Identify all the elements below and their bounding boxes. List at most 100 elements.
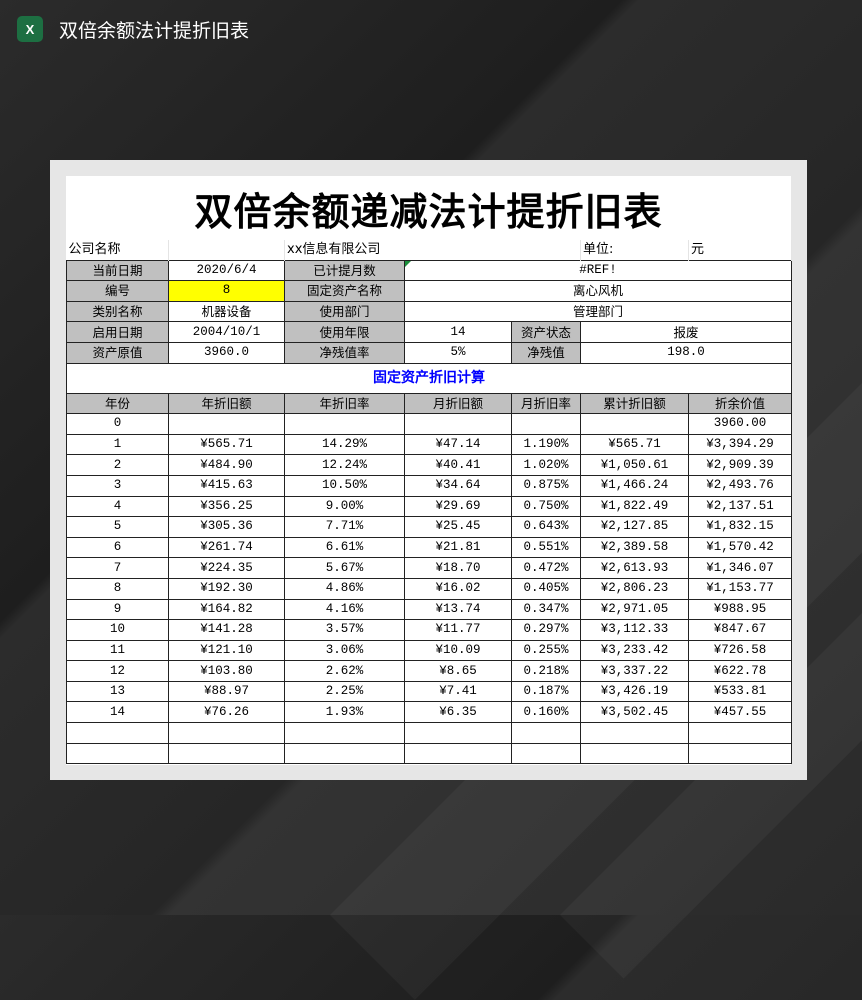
cell-monthly-rate[interactable]: 0.643% (510, 516, 582, 538)
cell-annual-depreciation[interactable]: ¥164.82 (168, 598, 285, 621)
cell-net-book-value[interactable]: 3960.00 (688, 413, 793, 435)
cell-annual-depreciation[interactable]: ¥103.80 (168, 660, 285, 682)
company-label[interactable]: 公司名称 (66, 240, 169, 261)
cell-accumulated-depreciation[interactable]: ¥2,127.85 (580, 516, 690, 538)
cell-annual-depreciation[interactable]: ¥565.71 (168, 433, 285, 456)
cell-accumulated-depreciation[interactable] (580, 742, 690, 765)
start-date-value[interactable]: 2004/10/1 (168, 321, 285, 343)
cell-monthly-depreciation[interactable]: ¥6.35 (404, 701, 512, 724)
column-header-annual-depreciation[interactable]: 年折旧额 (168, 392, 285, 415)
column-header-annual-rate[interactable]: 年折旧率 (284, 392, 405, 415)
unit-value[interactable]: 元 (688, 240, 793, 261)
life-value[interactable]: 14 (404, 321, 512, 343)
cell-annual-depreciation[interactable] (168, 722, 285, 744)
cell-annual-depreciation[interactable]: ¥192.30 (168, 577, 285, 600)
cell-monthly-rate[interactable]: 0.472% (510, 557, 582, 579)
cell-accumulated-depreciation[interactable]: ¥1,466.24 (580, 474, 690, 497)
cell-annual-depreciation[interactable]: ¥224.35 (168, 557, 285, 579)
cell-year[interactable]: 4 (66, 495, 169, 518)
cell-accumulated-depreciation[interactable]: ¥3,337.22 (580, 660, 690, 682)
cell-monthly-rate[interactable]: 1.190% (510, 433, 582, 456)
cell-net-book-value[interactable]: ¥988.95 (688, 598, 793, 621)
cell-annual-rate[interactable]: 14.29% (284, 433, 405, 456)
department-value[interactable]: 管理部门 (403, 300, 793, 323)
original-value-label[interactable]: 资产原值 (66, 341, 169, 364)
cell-annual-depreciation[interactable]: ¥356.25 (168, 495, 285, 518)
cell-year[interactable]: 13 (66, 680, 169, 703)
cell-year[interactable]: 0 (66, 413, 169, 435)
cell-monthly-rate[interactable] (510, 722, 582, 744)
original-value[interactable]: 3960.0 (168, 341, 285, 364)
cell-year[interactable]: 2 (66, 454, 169, 476)
cell-monthly-depreciation[interactable] (404, 413, 512, 435)
cell-net-book-value[interactable]: ¥1,570.42 (688, 536, 793, 559)
cell-annual-rate[interactable] (284, 742, 405, 765)
cell-net-book-value[interactable]: ¥1,153.77 (688, 577, 793, 600)
cell-monthly-depreciation[interactable]: ¥10.09 (404, 639, 512, 662)
cell-accumulated-depreciation[interactable] (580, 413, 690, 435)
department-label[interactable]: 使用部门 (284, 300, 405, 323)
cell-monthly-rate[interactable]: 0.405% (510, 577, 582, 600)
cell-annual-depreciation[interactable]: ¥141.28 (168, 619, 285, 641)
cell-year[interactable] (66, 742, 169, 765)
cell-annual-depreciation[interactable]: ¥88.97 (168, 680, 285, 703)
cell-annual-depreciation[interactable] (168, 742, 285, 765)
cell-net-book-value[interactable]: ¥3,394.29 (688, 433, 793, 456)
cell-year[interactable]: 9 (66, 598, 169, 621)
months-label[interactable]: 已计提月数 (284, 259, 405, 282)
cell-accumulated-depreciation[interactable]: ¥3,502.45 (580, 701, 690, 724)
column-header-accumulated-depreciation[interactable]: 累计折旧额 (580, 392, 690, 415)
residual-rate-value[interactable]: 5% (404, 341, 512, 364)
cell-annual-rate[interactable]: 4.86% (284, 577, 405, 600)
cell-year[interactable]: 5 (66, 516, 169, 538)
cell-year[interactable] (66, 722, 169, 744)
cell-monthly-depreciation[interactable]: ¥16.02 (404, 577, 512, 600)
current-date-value[interactable]: 2020/6/4 (168, 259, 285, 282)
cell-accumulated-depreciation[interactable]: ¥2,806.23 (580, 577, 690, 600)
cell-monthly-rate[interactable]: 0.297% (510, 619, 582, 641)
start-date-label[interactable]: 启用日期 (66, 321, 169, 343)
cell-year[interactable]: 8 (66, 577, 169, 600)
cell-monthly-depreciation[interactable]: ¥47.14 (404, 433, 512, 456)
cell-monthly-depreciation[interactable]: ¥13.74 (404, 598, 512, 621)
cell-annual-rate[interactable]: 3.57% (284, 619, 405, 641)
cell-accumulated-depreciation[interactable]: ¥2,613.93 (580, 557, 690, 579)
cell-net-book-value[interactable]: ¥622.78 (688, 660, 793, 682)
cell-monthly-rate[interactable]: 0.255% (510, 639, 582, 662)
cell-monthly-depreciation[interactable]: ¥34.64 (404, 474, 512, 497)
cell-monthly-rate[interactable]: 0.551% (510, 536, 582, 559)
cell-monthly-depreciation[interactable] (404, 742, 512, 765)
cell-annual-rate[interactable]: 9.00% (284, 495, 405, 518)
asset-name-value[interactable]: 离心风机 (403, 280, 793, 302)
column-header-monthly-depreciation[interactable]: 月折旧额 (404, 392, 512, 415)
cell-annual-rate[interactable]: 5.67% (284, 557, 405, 579)
category-value[interactable]: 机器设备 (168, 300, 285, 323)
cell-annual-rate[interactable]: 2.25% (284, 680, 405, 703)
cell-net-book-value[interactable]: ¥457.55 (688, 701, 793, 724)
cell-annual-depreciation[interactable]: ¥415.63 (168, 474, 285, 497)
cell-monthly-rate[interactable]: 0.187% (510, 680, 582, 703)
cell-year[interactable]: 6 (66, 536, 169, 559)
cell-monthly-rate[interactable] (510, 742, 582, 765)
cell-annual-depreciation[interactable]: ¥76.26 (168, 701, 285, 724)
cell-annual-rate[interactable]: 1.93% (284, 701, 405, 724)
cell-monthly-depreciation[interactable]: ¥11.77 (404, 619, 512, 641)
cell-net-book-value[interactable] (688, 722, 793, 744)
cell-accumulated-depreciation[interactable]: ¥1,822.49 (580, 495, 690, 518)
cell-monthly-depreciation[interactable]: ¥25.45 (404, 516, 512, 538)
cell-monthly-rate[interactable] (510, 413, 582, 435)
status-label[interactable]: 资产状态 (510, 321, 582, 343)
cell-monthly-depreciation[interactable]: ¥7.41 (404, 680, 512, 703)
cell-year[interactable]: 10 (66, 619, 169, 641)
cell-year[interactable]: 1 (66, 433, 169, 456)
unit-label[interactable]: 单位: (580, 240, 690, 261)
cell-monthly-rate[interactable]: 0.750% (510, 495, 582, 518)
residual-rate-label[interactable]: 净残值率 (284, 341, 405, 364)
cell-annual-rate[interactable]: 6.61% (284, 536, 405, 559)
number-label[interactable]: 编号 (66, 280, 169, 302)
cell-net-book-value[interactable]: ¥726.58 (688, 639, 793, 662)
cell-annual-rate[interactable]: 4.16% (284, 598, 405, 621)
cell-year[interactable]: 12 (66, 660, 169, 682)
cell-monthly-depreciation[interactable]: ¥29.69 (404, 495, 512, 518)
cell-annual-rate[interactable]: 12.24% (284, 454, 405, 476)
